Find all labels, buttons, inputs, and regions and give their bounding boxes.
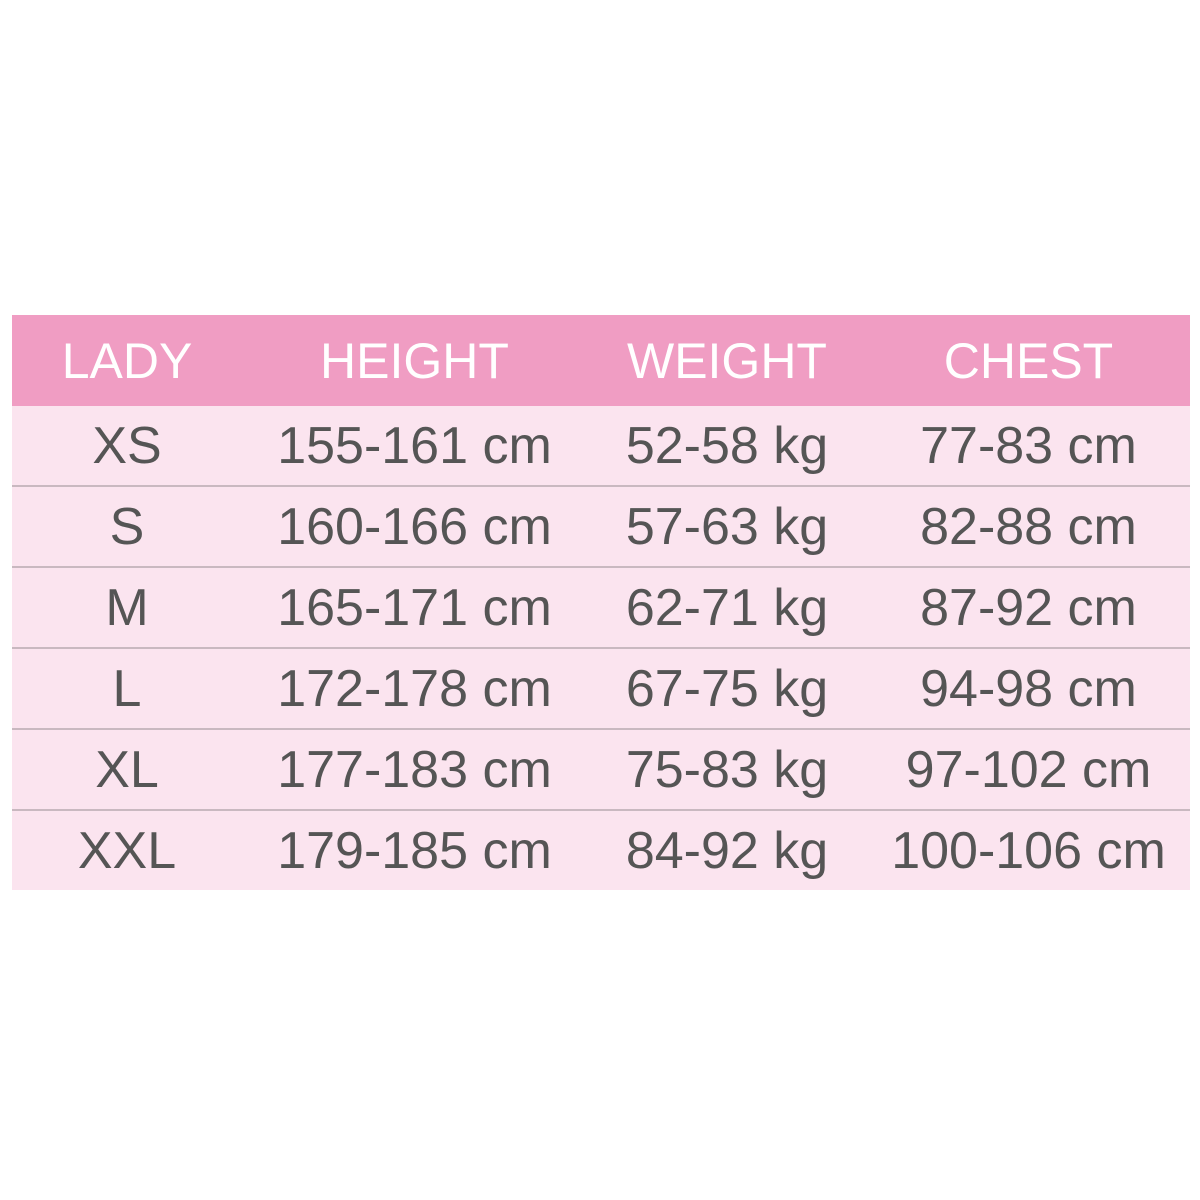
cell-chest: 100-106 cm [891,821,1166,880]
size-chart-table: LADY HEIGHT WEIGHT CHEST XS 155-161 cm 52-… [12,315,1190,890]
cell-height: 179-185 cm [277,821,552,880]
table-header: LADY HEIGHT WEIGHT CHEST [12,315,1190,406]
cell-size: M [105,578,149,637]
table-row: XS 155-161 cm 52-58 kg 77-83 cm [12,406,1190,485]
table-row: M 165-171 cm 62-71 kg 87-92 cm [12,566,1190,647]
cell-chest: 87-92 cm [920,578,1137,637]
cell-weight: 75-83 kg [625,740,829,799]
cell-size: XXL [77,821,177,880]
cell-chest: 97-102 cm [905,740,1152,799]
table-row: XXL 179-185 cm 84-92 kg 100-106 cm [12,809,1190,890]
cell-height: 172-178 cm [277,659,552,718]
cell-weight: 67-75 kg [625,659,829,718]
cell-size: L [112,659,142,718]
header-chest: CHEST [943,332,1114,389]
cell-size: XL [95,740,159,799]
table-row: L 172-178 cm 67-75 kg 94-98 cm [12,647,1190,728]
header-height: HEIGHT [320,332,509,389]
cell-height: 165-171 cm [277,578,552,637]
table-row: XL 177-183 cm 75-83 kg 97-102 cm [12,728,1190,809]
header-weight: WEIGHT [627,332,827,389]
cell-height: 177-183 cm [277,740,552,799]
table-body: XS 155-161 cm 52-58 kg 77-83 cm S 160-166 cm 5… [12,406,1190,890]
cell-height: 160-166 cm [277,497,552,556]
cell-height: 155-161 cm [277,416,552,475]
cell-size: S [109,497,145,556]
cell-weight: 84-92 kg [625,821,829,880]
cell-chest: 82-88 cm [920,497,1137,556]
header-lady: LADY [61,332,193,389]
cell-chest: 77-83 cm [920,416,1137,475]
cell-weight: 62-71 kg [625,578,829,637]
cell-weight: 52-58 kg [625,416,829,475]
cell-weight: 57-63 kg [625,497,829,556]
cell-size: XS [92,416,162,475]
table-row: S 160-166 cm 57-63 kg 82-88 cm [12,485,1190,566]
cell-chest: 94-98 cm [920,659,1137,718]
